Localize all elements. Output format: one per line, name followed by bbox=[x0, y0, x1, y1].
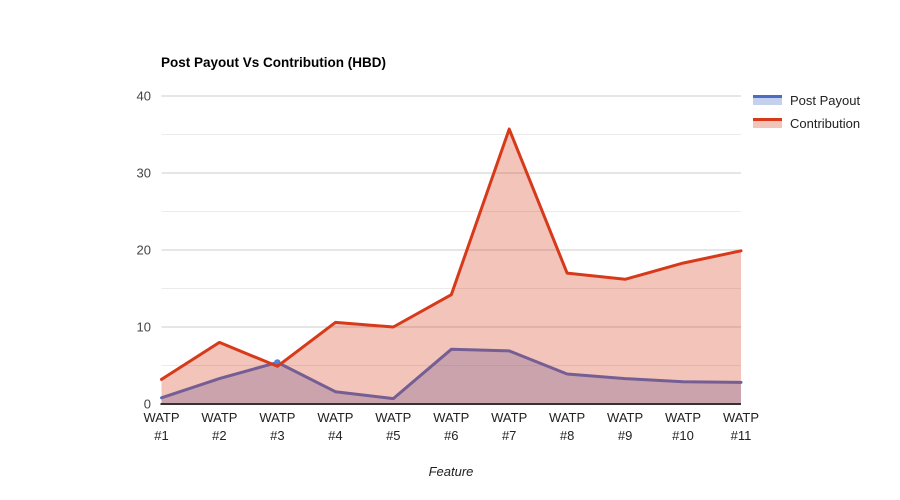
y-tick-label: 20 bbox=[137, 243, 151, 258]
y-tick-label: 10 bbox=[137, 320, 151, 335]
x-tick-label: WATP #8 bbox=[549, 410, 585, 443]
legend-label: Post Payout bbox=[790, 92, 861, 108]
legend-label: Contribution bbox=[790, 115, 861, 131]
legend-swatch-icon bbox=[753, 95, 782, 105]
x-tick-label: WATP #1 bbox=[143, 410, 179, 443]
x-tick-label: WATP #6 bbox=[433, 410, 469, 443]
y-tick-label: 30 bbox=[137, 166, 151, 181]
legend-item-post-payout[interactable]: Post Payout bbox=[753, 92, 860, 108]
area-fill-contribution bbox=[161, 129, 741, 404]
x-tick-label: WATP #4 bbox=[317, 410, 353, 443]
y-tick-label: 0 bbox=[144, 397, 151, 412]
area-fill-post-payout bbox=[161, 349, 741, 404]
x-tick-label: WATP #2 bbox=[201, 410, 237, 443]
line-contribution bbox=[160, 127, 743, 381]
x-tick-label: WATP #3 bbox=[259, 410, 295, 443]
x-tick-label: WATP #7 bbox=[491, 410, 527, 443]
x-tick-label: WATP #11 bbox=[723, 410, 759, 443]
x-tick-label: WATP #9 bbox=[607, 410, 643, 443]
x-axis-title: Feature bbox=[428, 464, 474, 479]
chart-title: Post Payout Vs Contribution (HBD) bbox=[161, 55, 386, 70]
legend-item-contribution[interactable]: Contribution bbox=[753, 115, 860, 131]
x-tick-label: WATP #5 bbox=[375, 410, 411, 443]
x-tick-label: WATP #10 bbox=[665, 410, 701, 443]
y-tick-label: 40 bbox=[137, 89, 151, 104]
legend-swatch-icon bbox=[753, 118, 782, 128]
line-post-payout bbox=[160, 347, 743, 401]
chart-legend: Post Payout Contribution bbox=[753, 92, 860, 138]
